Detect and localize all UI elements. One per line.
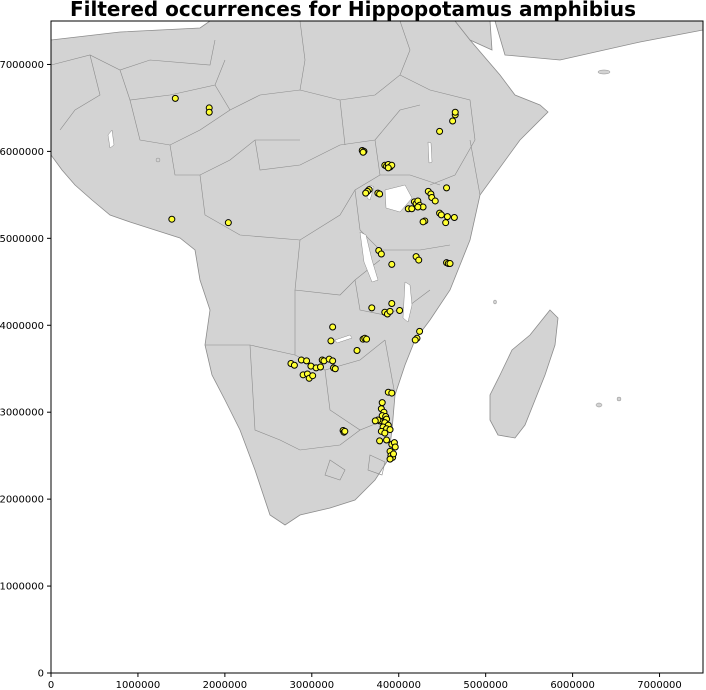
occurrence-point	[449, 117, 457, 125]
occurrence-point	[386, 426, 394, 434]
occurrence-point	[205, 108, 213, 116]
plot-frame	[50, 20, 704, 674]
y-tick-label: 5000000	[0, 234, 44, 245]
x-tick-label: 2000000	[203, 680, 248, 690]
land-layer	[51, 21, 703, 526]
x-tick-label: 1000000	[116, 680, 161, 690]
occurrence-point	[391, 443, 399, 451]
occurrence-point	[442, 219, 450, 227]
occurrence-points	[168, 94, 459, 463]
island-bioko	[155, 157, 161, 163]
occurrence-point	[331, 365, 339, 373]
y-tick-label: 7000000	[0, 60, 44, 71]
y-tick-label: 6000000	[0, 147, 44, 158]
occurrence-point	[416, 327, 424, 335]
occurrence-point	[224, 219, 232, 227]
y-tick-label: 1000000	[0, 582, 44, 593]
x-axis: 0 1000000 2000000 3000000 4000000 5000000 6000…	[48, 673, 682, 690]
arabia-landmass	[494, 21, 703, 61]
lakes	[107, 129, 433, 344]
occurrence-point	[362, 189, 370, 197]
occurrence-point	[303, 357, 311, 365]
occurrence-point	[386, 455, 394, 463]
occurrence-point	[388, 389, 396, 397]
occurrence-point	[290, 361, 298, 369]
occurrence-point	[381, 429, 389, 437]
occurrence-point	[437, 211, 445, 219]
occurrence-point	[450, 213, 458, 221]
lake-turkana	[427, 141, 433, 164]
x-tick-label: 6000000	[550, 680, 595, 690]
x-tick-label: 0	[48, 680, 54, 690]
occurrence-point	[436, 127, 444, 135]
x-tick-label: 4000000	[376, 680, 421, 690]
occurrence-point	[329, 357, 337, 365]
occurrence-point	[443, 184, 451, 192]
island-reunion	[616, 396, 622, 402]
y-tick-label: 4000000	[0, 321, 44, 332]
occurrence-point	[451, 108, 459, 116]
occurrence-point	[383, 436, 391, 444]
y-axis: 0 1000000 2000000 3000000 4000000 5000000 6000…	[0, 60, 51, 680]
occurrence-point	[377, 250, 385, 258]
island-socotra	[597, 69, 611, 75]
occurrence-point	[171, 94, 179, 102]
madagascar-landmass	[489, 309, 559, 439]
y-tick-label: 2000000	[0, 495, 44, 506]
occurrence-point	[316, 363, 324, 371]
occurrence-point	[390, 450, 398, 458]
lake-victoria	[384, 184, 413, 213]
occurrence-point	[309, 372, 317, 380]
occurrence-point	[368, 304, 376, 312]
occurrence-point	[419, 218, 427, 226]
x-tick-label: 5000000	[463, 680, 508, 690]
y-tick-label: 0	[38, 669, 44, 680]
lake-tanganyika	[359, 231, 379, 283]
occurrence-point	[327, 337, 335, 345]
occurrence-point	[359, 148, 367, 156]
occurrence-point	[411, 336, 419, 344]
chart-title: Filtered occurrences for Hippopotamus am…	[69, 0, 637, 21]
occurrence-point	[414, 203, 422, 211]
y-tick-label: 3000000	[0, 408, 44, 419]
occurrence-point	[353, 346, 361, 354]
occurrence-point	[384, 164, 392, 172]
occurrence-point	[168, 215, 176, 223]
x-tick-label: 3000000	[290, 680, 335, 690]
x-tick-label: 7000000	[637, 680, 682, 690]
lake-malawi	[402, 281, 413, 323]
middle-east-landmass	[454, 21, 493, 51]
occurrence-point	[431, 197, 439, 205]
occurrence-point	[378, 399, 386, 407]
occurrence-point	[376, 437, 384, 445]
lake-kariba	[334, 334, 353, 344]
occurrence-point	[341, 427, 349, 435]
occurrence-point	[415, 256, 423, 264]
occurrence-point	[443, 213, 451, 221]
lake-volta	[107, 129, 115, 149]
occurrence-point	[329, 323, 337, 331]
occurrence-point	[388, 300, 396, 308]
occurrence-point	[396, 306, 404, 314]
occurrence-point	[363, 335, 371, 343]
occurrence-point	[388, 260, 396, 268]
occurrence-point	[376, 190, 384, 198]
country-borders	[51, 21, 481, 481]
island-mauritius	[595, 402, 603, 408]
occurrence-point	[371, 417, 379, 425]
occurrence-point	[408, 205, 416, 213]
occurrence-point	[386, 307, 394, 315]
africa-landmass	[51, 21, 549, 526]
occurrence-point	[446, 260, 454, 268]
island-comoros	[493, 299, 497, 305]
